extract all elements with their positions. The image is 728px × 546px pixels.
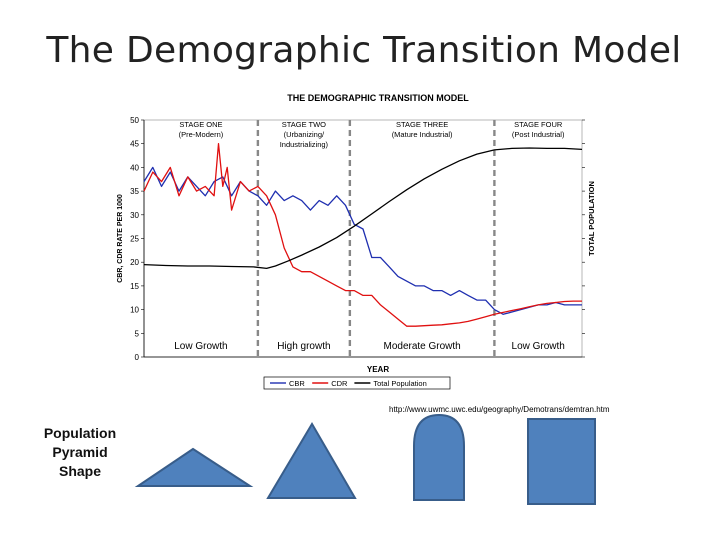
x-axis-label: YEAR <box>367 365 389 374</box>
stage-growth-label: Low Growth <box>174 341 227 352</box>
population-pyramid-label-text: Population Pyramid Shape <box>43 425 117 479</box>
stage-name: STAGE THREE <box>396 120 448 129</box>
legend-label: Total Population <box>373 379 426 388</box>
triangle-icon <box>266 422 357 499</box>
y-tick-label: 50 <box>130 116 139 125</box>
arch-icon <box>413 413 465 501</box>
stage-name: STAGE ONE <box>179 120 222 129</box>
y-tick-label: 40 <box>130 163 139 172</box>
y-tick-label: 10 <box>130 306 139 315</box>
series-line-total-population <box>143 147 583 270</box>
stage-subtitle: (Post Industrial) <box>512 130 565 139</box>
plot-area <box>143 119 583 358</box>
stage-name: STAGE FOUR <box>514 120 563 129</box>
slide-title: The Demographic Transition Model <box>46 30 682 71</box>
stage-growth-label: High growth <box>277 341 330 352</box>
y-tick-label: 0 <box>135 353 140 362</box>
stage-growth-label: Moderate Growth <box>383 341 460 352</box>
chart-title: THE DEMOGRAPHIC TRANSITION MODEL <box>287 93 469 103</box>
stage-subtitle: (Mature Industrial) <box>392 130 453 139</box>
y2-axis-label: TOTAL POPULATION <box>587 181 596 256</box>
stage-subtitle: (Urbanizing/ <box>284 130 325 139</box>
legend-label: CBR <box>289 379 305 388</box>
y-tick-label: 5 <box>135 329 140 338</box>
population-pyramid-label: Population Pyramid Shape <box>30 424 130 481</box>
demographic-transition-chart: THE DEMOGRAPHIC TRANSITION MODEL 0 5 10 15 20… <box>117 93 596 390</box>
y-tick-label: 20 <box>130 258 139 267</box>
stage-subtitle: Industrializing) <box>280 140 329 149</box>
y-tick-label: 35 <box>130 187 139 196</box>
y-axis-label: CBR, CDR RATE PER 1000 <box>117 194 124 283</box>
source-url[interactable]: http://www.uwmc.uwc.edu/geography/Demotr… <box>389 405 610 414</box>
y-tick-label: 30 <box>130 211 139 220</box>
series-line-cbr <box>143 166 582 315</box>
legend-label: CDR <box>331 379 348 388</box>
wide-triangle-icon <box>134 447 254 487</box>
series-line-cdr <box>143 143 582 327</box>
y-tick-label: 25 <box>130 235 139 244</box>
rectangle-icon <box>527 418 596 505</box>
stage-subtitle: (Pre-Modern) <box>179 130 224 139</box>
stage-growth-label: Low Growth <box>512 341 565 352</box>
y-tick-label: 15 <box>130 282 139 291</box>
stage-name: STAGE TWO <box>282 120 326 129</box>
y-tick-label: 45 <box>130 140 139 149</box>
